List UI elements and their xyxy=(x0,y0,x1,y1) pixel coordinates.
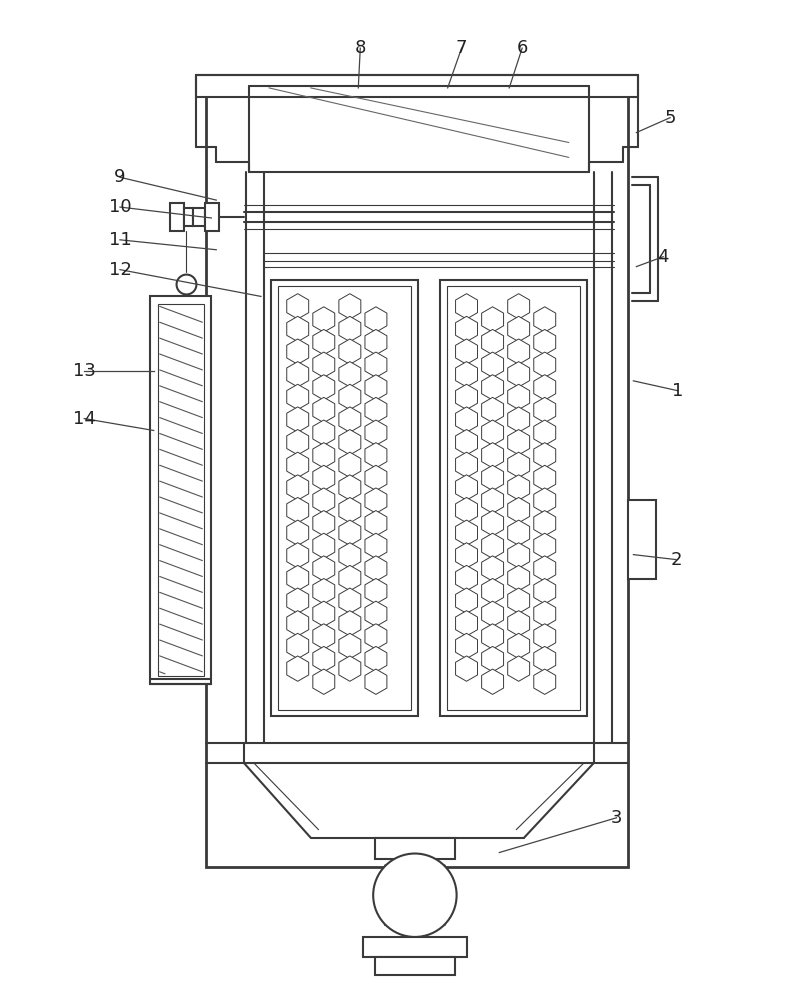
Text: 5: 5 xyxy=(664,109,676,127)
Bar xyxy=(183,208,194,226)
Text: 8: 8 xyxy=(354,39,366,57)
Text: 14: 14 xyxy=(73,410,96,428)
Bar xyxy=(194,208,206,226)
Text: 9: 9 xyxy=(114,168,126,186)
Bar xyxy=(158,304,204,676)
Bar xyxy=(206,78,629,867)
Bar xyxy=(150,296,211,684)
Text: 2: 2 xyxy=(670,551,682,569)
Text: 10: 10 xyxy=(109,198,131,216)
Text: 13: 13 xyxy=(73,362,96,380)
Bar xyxy=(629,500,656,579)
Text: 3: 3 xyxy=(610,809,622,827)
Text: 7: 7 xyxy=(456,39,467,57)
Circle shape xyxy=(177,275,197,294)
Bar xyxy=(446,286,580,710)
Bar xyxy=(440,280,586,716)
Bar xyxy=(271,280,418,716)
Bar xyxy=(375,957,454,975)
Bar xyxy=(278,286,411,710)
Text: 1: 1 xyxy=(672,382,684,400)
Text: 6: 6 xyxy=(517,39,528,57)
Text: 11: 11 xyxy=(109,231,131,249)
Bar xyxy=(170,203,183,231)
Bar xyxy=(197,75,638,97)
Bar xyxy=(206,203,219,231)
Text: 12: 12 xyxy=(109,261,131,279)
Circle shape xyxy=(373,854,457,937)
Text: 4: 4 xyxy=(658,248,669,266)
Bar xyxy=(375,838,454,859)
Bar xyxy=(363,937,466,957)
